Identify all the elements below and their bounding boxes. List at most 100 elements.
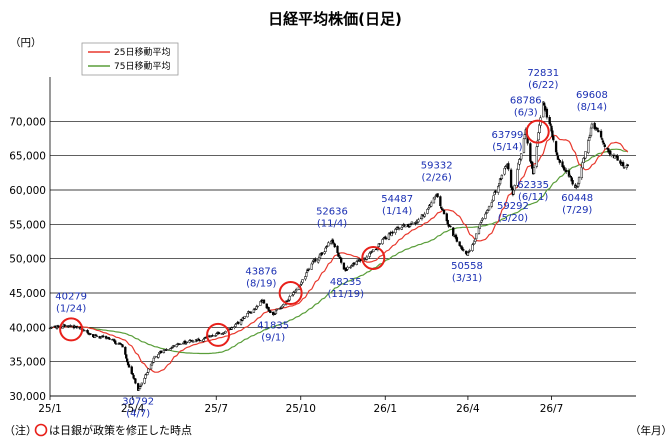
candlestick-series	[48, 101, 629, 391]
candle-body	[82, 329, 86, 332]
candle-body	[147, 368, 150, 373]
candle-body	[137, 388, 141, 391]
candle-body	[346, 266, 349, 270]
footnote-circle-marker	[34, 423, 48, 437]
candle-body	[243, 315, 246, 319]
candle-body	[234, 324, 237, 327]
annotation-value: 52636	[316, 207, 348, 218]
x-tick-label: 25/7	[204, 403, 228, 415]
candle-body	[385, 237, 388, 239]
candle-body	[381, 239, 384, 245]
candle-body	[577, 177, 581, 184]
candle-body	[494, 190, 497, 193]
candle-body	[299, 284, 302, 286]
candle-body	[478, 224, 482, 229]
candle-body	[442, 209, 446, 215]
candle-body	[433, 196, 436, 200]
candle-body	[590, 123, 594, 129]
candle-body	[458, 241, 461, 246]
y-tick-label: 65,000	[9, 151, 46, 163]
candle-body	[549, 123, 552, 126]
candle-body	[490, 202, 493, 207]
x-axis-ticks: 25/1 25/4 25/7 25/10 26/1 26/4 26/7	[38, 396, 563, 415]
grid-lines	[49, 77, 636, 397]
candle-body	[144, 374, 147, 379]
annotation-date: (6/22)	[528, 80, 558, 91]
annotation-value: 40279	[55, 291, 87, 302]
candle-body	[217, 332, 221, 334]
legend-box	[81, 42, 179, 76]
candle-body	[256, 305, 259, 308]
ma75-line-group	[50, 148, 628, 355]
y-axis-unit: （円）	[10, 37, 42, 49]
candle-body	[589, 127, 593, 136]
candle-body	[57, 325, 60, 328]
candle-body	[295, 289, 298, 292]
candle-body	[239, 318, 243, 325]
candle-body	[430, 202, 433, 207]
candle-body	[423, 213, 426, 217]
candle-body	[89, 333, 92, 335]
legend-ma25-label: 25日移動平均	[114, 46, 170, 58]
candle-body	[543, 102, 546, 106]
candle-body	[365, 256, 369, 260]
x-tick-label: 25/1	[38, 403, 62, 415]
candle-body	[626, 164, 629, 167]
candle-body	[552, 135, 555, 141]
candle-body	[320, 252, 324, 255]
annotation-value: 43876	[245, 267, 277, 278]
annotation-date: (5/14)	[492, 142, 522, 153]
y-tick-label: 45,000	[9, 288, 46, 300]
candle-body	[345, 269, 348, 271]
legend: 25日移動平均 75日移動平均	[81, 42, 179, 76]
candle-body	[153, 355, 156, 359]
candle-body	[198, 339, 201, 342]
candle-body	[436, 193, 439, 198]
ma75-line	[50, 148, 628, 355]
x-tick-label: 26/4	[456, 403, 480, 415]
annotation-value: 59332	[421, 161, 453, 172]
annotation-value: 48235	[330, 277, 362, 288]
candle-body	[359, 259, 362, 262]
candle-body	[529, 143, 532, 162]
candle-body	[468, 250, 471, 252]
candle-body	[127, 364, 131, 368]
candle-body	[333, 243, 336, 248]
candle-body	[439, 196, 442, 207]
annotation-date: (1/14)	[382, 206, 412, 217]
candle-body	[426, 209, 429, 214]
candle-body	[282, 304, 285, 307]
candle-body	[372, 249, 375, 252]
annotation-date: (7/29)	[562, 205, 592, 216]
annotation-value: 50558	[451, 261, 483, 272]
candle-body	[445, 213, 448, 222]
candle-body	[427, 207, 430, 210]
candle-body	[324, 247, 327, 252]
x-tick-label: 25/10	[286, 403, 316, 415]
candle-body	[306, 269, 310, 272]
candle-body	[131, 373, 134, 375]
candle-body	[230, 327, 234, 330]
annotation-value: 30792	[122, 397, 154, 408]
candle-body	[571, 180, 574, 185]
candle-body	[166, 349, 169, 351]
candle-body	[455, 237, 459, 242]
candle-body	[587, 139, 590, 154]
x-tick-label: 26/1	[373, 403, 397, 415]
candle-body	[250, 312, 253, 314]
candle-body	[314, 258, 317, 262]
candle-body	[139, 384, 143, 387]
candle-body	[479, 222, 482, 225]
legend-ma75-label: 75日移動平均	[114, 60, 170, 72]
candle-body	[307, 268, 311, 271]
annotation-value: 60448	[561, 193, 593, 204]
candle-body	[554, 141, 558, 153]
candle-body	[603, 144, 606, 147]
candle-body	[557, 158, 560, 161]
annotation-value: 59292	[497, 201, 529, 212]
footnote-prefix: （注）	[4, 423, 37, 437]
candle-body	[565, 169, 568, 173]
candle-body	[558, 160, 561, 163]
candle-body	[102, 335, 105, 338]
y-tick-label: 50,000	[9, 254, 46, 266]
